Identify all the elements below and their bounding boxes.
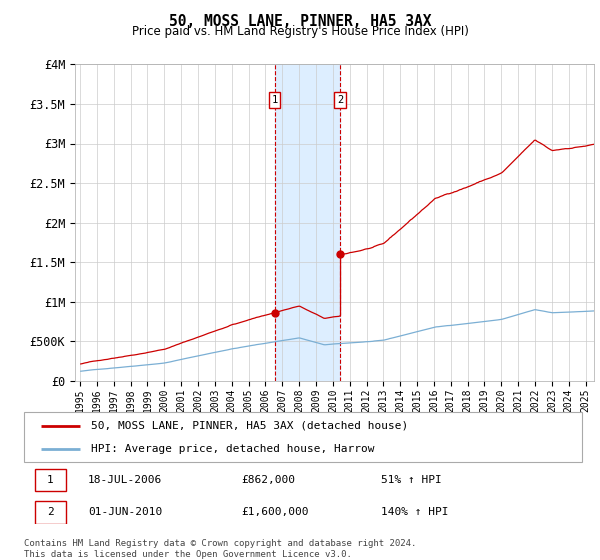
Text: 18-JUL-2006: 18-JUL-2006 [88,475,163,485]
Text: 1: 1 [271,95,278,105]
Bar [275,64,340,381]
Text: 140% ↑ HPI: 140% ↑ HPI [381,507,449,517]
FancyBboxPatch shape [35,501,66,524]
Text: Price paid vs. HM Land Registry's House Price Index (HPI): Price paid vs. HM Land Registry's House … [131,25,469,38]
Text: £1,600,000: £1,600,000 [242,507,309,517]
Text: HPI: Average price, detached house, Harrow: HPI: Average price, detached house, Harr… [91,445,374,454]
Text: 50, MOSS LANE, PINNER, HA5 3AX (detached house): 50, MOSS LANE, PINNER, HA5 3AX (detached… [91,421,408,431]
Text: £862,000: £862,000 [242,475,296,485]
Text: 51% ↑ HPI: 51% ↑ HPI [381,475,442,485]
Text: Contains HM Land Registry data © Crown copyright and database right 2024.
This d: Contains HM Land Registry data © Crown c… [24,539,416,559]
Text: 01-JUN-2010: 01-JUN-2010 [88,507,163,517]
Text: 2: 2 [337,95,343,105]
FancyBboxPatch shape [24,412,582,462]
FancyBboxPatch shape [35,469,66,491]
Text: 2: 2 [47,507,54,517]
Text: 50, MOSS LANE, PINNER, HA5 3AX: 50, MOSS LANE, PINNER, HA5 3AX [169,14,431,29]
Text: 1: 1 [47,475,54,485]
